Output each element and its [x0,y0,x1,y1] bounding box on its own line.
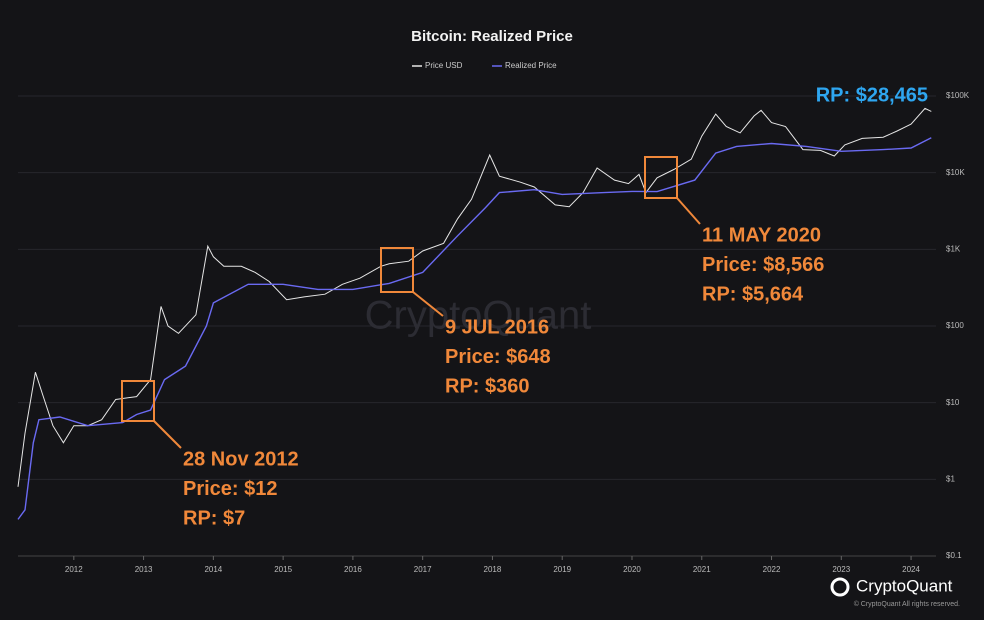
x-tick-label: 2017 [414,565,432,574]
annotation-date: 28 Nov 2012 [183,448,299,470]
watermark: CryptoQuant [365,294,592,338]
annotation-price: Price: $8,566 [702,254,824,276]
x-tick-label: 2023 [832,565,850,574]
brand: CryptoQuant [856,576,953,595]
annotation-box [644,156,678,199]
series-line [17,137,932,520]
annotation-leader [676,197,701,225]
annotation-box [121,380,155,422]
y-tick-label: $1K [946,244,961,253]
x-tick-label: 2020 [623,565,641,574]
chart-title: Bitcoin: Realized Price [411,28,573,45]
legend-label: Price USD [425,61,463,70]
x-tick-label: 2016 [344,565,362,574]
brand-logo [830,577,850,597]
y-tick-label: $10 [946,398,960,407]
current-rp-label: RP: $28,465 [816,84,928,106]
annotation-price: Price: $648 [445,346,551,368]
x-tick-label: 2014 [204,565,222,574]
legend-label: Realized Price [505,61,557,70]
annotation-leader [153,420,182,449]
copyright: © CryptoQuant All rights reserved. [854,600,960,608]
x-tick-label: 2022 [763,565,781,574]
annotation-box [380,247,414,293]
x-tick-label: 2012 [65,565,83,574]
annotation-leader [412,291,444,317]
x-tick-label: 2024 [902,565,920,574]
annotation-rp: RP: $7 [183,507,245,529]
x-tick-label: 2013 [135,565,153,574]
y-tick-label: $100 [946,321,964,330]
annotation-rp: RP: $5,664 [702,283,804,305]
x-tick-label: 2021 [693,565,711,574]
x-tick-label: 2015 [274,565,292,574]
y-tick-label: $0.1 [946,551,962,560]
y-tick-label: $10K [946,168,965,177]
x-tick-label: 2019 [553,565,571,574]
annotation-rp: RP: $360 [445,375,530,397]
annotation-date: 9 JUL 2016 [445,316,549,338]
annotation-date: 11 MAY 2020 [702,224,821,246]
annotation-price: Price: $12 [183,478,278,500]
series-line [17,107,932,487]
y-tick-label: $1 [946,474,955,483]
x-tick-label: 2018 [484,565,502,574]
y-tick-label: $100K [946,91,970,100]
